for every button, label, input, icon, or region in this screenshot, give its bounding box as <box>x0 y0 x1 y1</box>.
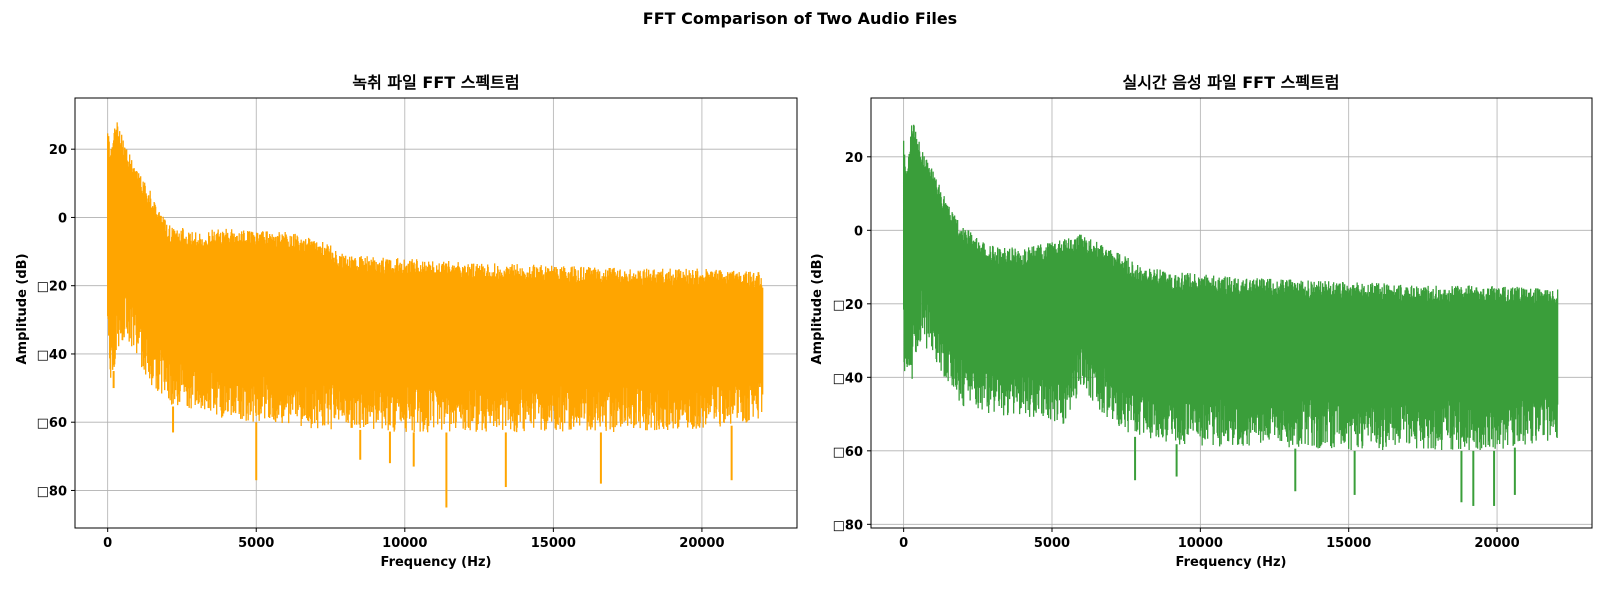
left-chart-ytick-label: □20 <box>37 280 67 295</box>
left-chart-ytick-label: □80 <box>37 484 67 499</box>
left-chart-ytick-label: □60 <box>37 416 67 431</box>
left-chart-xtick-label: 5000 <box>238 536 274 551</box>
right-chart-ytick-label: □80 <box>833 518 863 533</box>
right-chart-spectrum-line <box>902 124 1559 451</box>
left-chart-spectrum-line <box>107 122 764 433</box>
right-chart-frame <box>870 97 1593 529</box>
right-chart-xtick-label: 5000 <box>1034 536 1070 551</box>
left-chart-ytick-label: 20 <box>49 143 67 158</box>
figure-suptitle: FFT Comparison of Two Audio Files <box>643 9 957 28</box>
right-chart-ytick-label: □40 <box>833 371 863 386</box>
right-chart-xtick-label: 20000 <box>1474 536 1519 551</box>
left-chart-ytick-label: 0 <box>58 211 67 226</box>
left-chart-xlabel: Frequency (Hz) <box>381 555 492 570</box>
right-chart-xtick-label: 0 <box>899 536 908 551</box>
right-chart-ytick-label: 20 <box>845 151 863 166</box>
left-chart: 녹취 파일 FFT 스펙트럼 Frequency (Hz) Amplitude … <box>15 73 798 570</box>
right-chart-ytick-label: □20 <box>833 298 863 313</box>
left-chart-ylabel: Amplitude (dB) <box>15 253 30 364</box>
right-chart-xlabel: Frequency (Hz) <box>1176 555 1287 570</box>
right-chart-series-0 <box>902 124 1559 506</box>
left-chart-xtick-label: 10000 <box>382 536 427 551</box>
left-chart-xtick-label: 15000 <box>531 536 576 551</box>
left-chart-xtick-label: 20000 <box>679 536 724 551</box>
left-chart-ytick-label: □40 <box>37 348 67 363</box>
right-chart-ytick-label: □60 <box>833 445 863 460</box>
right-chart-ytick-label: 0 <box>854 224 863 239</box>
right-chart-title: 실시간 음성 파일 FFT 스펙트럼 <box>1123 73 1340 92</box>
right-chart-ylabel: Amplitude (dB) <box>810 253 825 364</box>
right-chart-xtick-label: 15000 <box>1326 536 1371 551</box>
right-chart-xtick-label: 10000 <box>1178 536 1223 551</box>
left-chart-frame <box>74 97 798 529</box>
left-chart-series-0 <box>107 122 764 508</box>
left-chart-xtick-label: 0 <box>103 536 112 551</box>
left-chart-title: 녹취 파일 FFT 스펙트럼 <box>352 73 519 92</box>
right-chart: 실시간 음성 파일 FFT 스펙트럼 Frequency (Hz) Amplit… <box>810 73 1593 570</box>
